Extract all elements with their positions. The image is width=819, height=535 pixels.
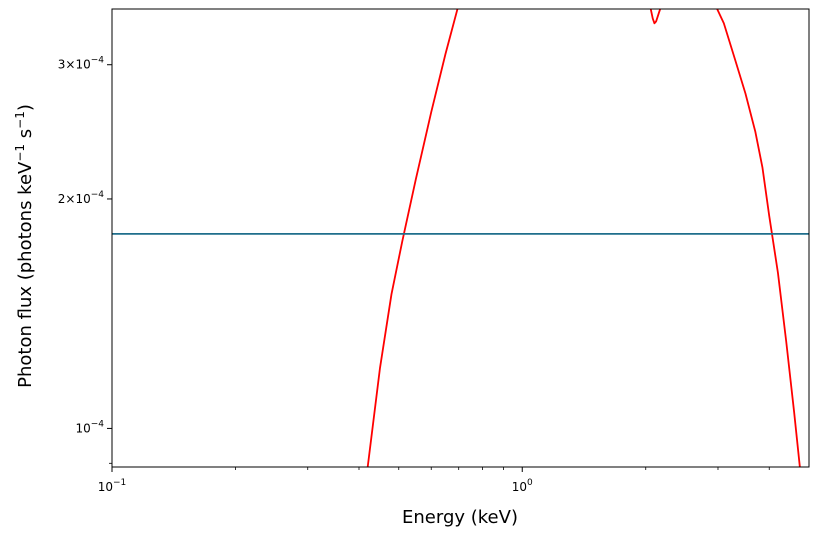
y-axis-label-sup1: −1	[13, 144, 27, 162]
y-tick-label-1: 2×10−4	[58, 190, 105, 206]
x-tick-label-0: 10−1	[98, 478, 127, 494]
series-line-2	[716, 9, 801, 467]
y-tick-label-0: 10−4	[75, 419, 104, 435]
series-layer	[112, 9, 809, 467]
plot-frame	[111, 8, 810, 468]
x-tick-label-1: 100	[512, 478, 533, 494]
x-axis-label: Energy (keV)	[402, 507, 518, 528]
y-axis-label-end: )	[15, 104, 36, 111]
series-line-1	[649, 9, 662, 25]
y-axis-label: Photon flux (photons keV−1 s−1)	[13, 104, 36, 388]
y-tick-label-2: 3×10−4	[58, 56, 105, 72]
y-axis-label-sup2: −1	[13, 111, 27, 129]
y-axis-label-text: Photon flux (photons keV	[15, 161, 36, 388]
tick-layer: 10−1 100 10−4 2×10−4 3×10−4	[58, 56, 770, 494]
series-line-0	[366, 9, 459, 467]
y-axis-label-mid: s	[15, 129, 36, 144]
